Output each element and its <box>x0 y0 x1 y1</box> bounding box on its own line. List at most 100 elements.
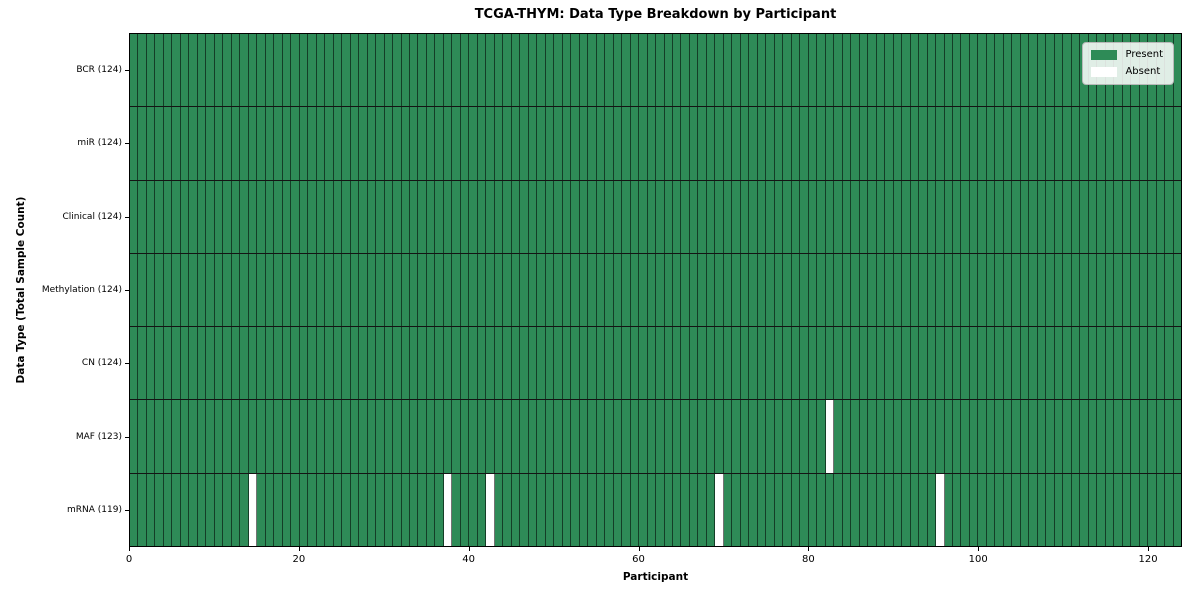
cell-present <box>325 180 334 253</box>
cell-present <box>511 34 521 107</box>
cell-present <box>698 180 707 253</box>
cell-absent <box>248 473 258 546</box>
cell-present <box>426 107 436 180</box>
cell-present <box>494 180 504 253</box>
cell-present <box>842 34 852 107</box>
cell-present <box>986 327 996 400</box>
cell-present <box>257 180 266 253</box>
cell-present <box>274 34 283 107</box>
cell-present <box>409 107 419 180</box>
heatmap-row-Clinical <box>130 180 1182 254</box>
cell-present <box>189 34 198 107</box>
x-tick-label: 0 <box>125 554 133 565</box>
cell-present <box>282 180 292 253</box>
cell-present <box>376 180 385 253</box>
cell-present <box>401 180 410 253</box>
cell-present <box>825 327 835 400</box>
cell-present <box>342 34 351 107</box>
cell-present <box>206 180 215 253</box>
cell-present <box>808 327 818 400</box>
cell-present <box>757 180 767 253</box>
cell-present <box>1054 180 1064 253</box>
cell-present <box>189 253 198 327</box>
cell-present <box>520 473 529 546</box>
cell-present <box>231 107 241 180</box>
cell-present <box>919 400 928 473</box>
cell-present <box>1148 107 1157 180</box>
cell-present <box>715 327 724 400</box>
cell-present <box>817 180 826 253</box>
cell-present <box>876 107 886 180</box>
cell-present <box>1071 253 1081 327</box>
cell-present <box>579 327 589 400</box>
cell-present <box>1114 400 1123 473</box>
cell-present <box>554 473 563 546</box>
cell-present <box>401 34 410 107</box>
cell-present <box>1046 34 1055 107</box>
cell-present <box>571 400 580 473</box>
cell-present <box>452 473 461 546</box>
cell-absent <box>715 473 724 546</box>
cell-present <box>537 327 546 400</box>
cell-present <box>180 473 190 546</box>
cell-present <box>842 327 852 400</box>
heatmap-row-MAF <box>130 400 1182 474</box>
chart-title: TCGA-THYM: Data Type Breakdown by Partic… <box>474 7 837 22</box>
cell-present <box>1003 253 1013 327</box>
cell-present <box>443 253 453 327</box>
cell-present <box>180 253 190 327</box>
cell-present <box>715 107 724 180</box>
cell-present <box>240 473 249 546</box>
cell-present <box>138 473 147 546</box>
cell-present <box>783 180 792 253</box>
cell-present <box>1088 473 1098 546</box>
cell-present <box>359 473 368 546</box>
cell-present <box>834 34 843 107</box>
cell-present <box>520 107 529 180</box>
cell-present <box>969 327 979 400</box>
x-tick-label: 120 <box>1138 554 1158 565</box>
cell-present <box>774 253 784 327</box>
cell-present <box>477 107 487 180</box>
cell-present <box>308 400 317 473</box>
cell-present <box>562 327 572 400</box>
cell-present <box>342 253 351 327</box>
cell-present <box>723 327 733 400</box>
cell-present <box>520 253 529 327</box>
cell-present <box>579 107 589 180</box>
cell-present <box>426 180 436 253</box>
cell-present <box>214 180 224 253</box>
cell-present <box>291 253 300 327</box>
cell-present <box>961 107 970 180</box>
cell-present <box>155 327 164 400</box>
cell-present <box>350 107 360 180</box>
cell-present <box>1097 107 1106 180</box>
cell-present <box>418 107 427 180</box>
x-tick-mark <box>129 547 130 551</box>
cell-present <box>257 253 266 327</box>
cell-present <box>639 473 648 546</box>
cell-present <box>605 180 614 253</box>
cell-present <box>1139 400 1149 473</box>
cell-present <box>927 34 937 107</box>
cell-present <box>1046 180 1055 253</box>
cell-present <box>605 253 614 327</box>
cell-present <box>766 107 775 180</box>
cell-present <box>418 327 427 400</box>
heatmap-row-BCR <box>130 34 1182 108</box>
cell-present <box>757 400 767 473</box>
cell-present <box>460 327 470 400</box>
cell-present <box>197 34 207 107</box>
cell-present <box>1046 107 1055 180</box>
cell-present <box>673 34 682 107</box>
cell-present <box>282 107 292 180</box>
cell-present <box>299 400 309 473</box>
cell-present <box>825 253 835 327</box>
cell-present <box>197 473 207 546</box>
cell-present <box>460 253 470 327</box>
cell-present <box>197 180 207 253</box>
cell-present <box>562 107 572 180</box>
cell-present <box>1054 473 1064 546</box>
cell-present <box>486 34 495 107</box>
cell-present <box>834 473 843 546</box>
